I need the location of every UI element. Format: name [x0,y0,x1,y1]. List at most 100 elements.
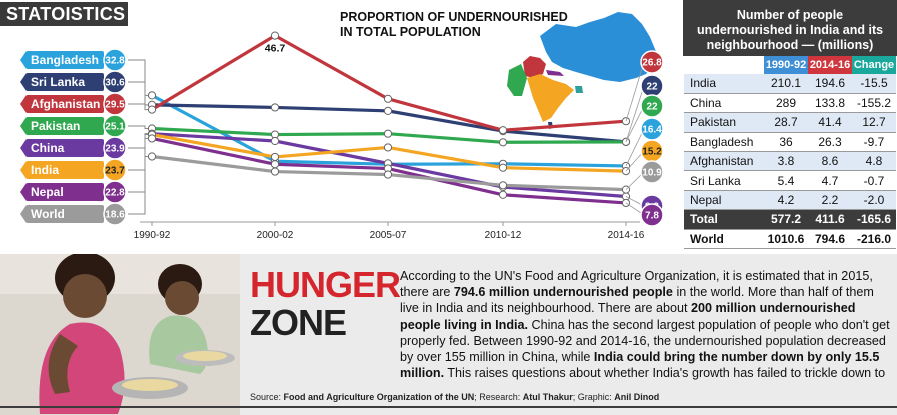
table-cell-name: India [684,74,764,94]
source-credit: Source: Food and Agriculture Organizatio… [250,392,659,402]
data-point [270,160,280,169]
table-row: Nepal 4.2 2.2 -2.0 [684,190,896,211]
start-value-label: 32.8 [105,56,125,67]
data-point [498,181,508,190]
legend-connector [128,155,152,215]
end-value-label: 10.9 [642,168,662,179]
article-text-bold: 200 million undernourished people living… [400,301,856,332]
table-row: Sri Lanka 5.4 4.7 -0.7 [684,170,896,191]
article-text-part: This raises questions about whether Indi… [447,366,886,380]
end-value-label: 15.2 [642,147,662,158]
start-value-label: 23.9 [105,144,125,155]
data-point [383,143,393,152]
chart-title: PROPORTION OF UNDERNOURISHED IN TOTAL PO… [340,10,570,40]
table-cell-name: Pakistan [684,112,764,133]
legend-label: Afghanistan [31,97,100,111]
source-value: Food and Agriculture Organization of the… [283,392,475,402]
table-title: Number of people undernourished in India… [683,0,897,56]
table-grid: 1990-92 2014-16 Change India 210.1 194.6… [684,56,896,250]
table-cell: 28.7 [764,112,808,133]
table-cell: -15.5 [852,74,896,94]
legend-swatch [26,51,104,69]
data-point [498,126,508,135]
table-row: Pakistan 28.7 41.4 12.7 [684,112,896,133]
legend-label: Bangladesh [31,53,99,67]
chart-title-line1: PROPORTION OF UNDERNOURISHED [340,10,568,24]
table-row: India 210.1 194.6 -15.5 [684,74,896,94]
legend-connector [128,81,152,106]
legend-arrow [20,161,26,179]
headline-zone: ZONE [250,302,347,343]
end-connector [625,61,645,122]
table-cell-name: Afghanistan [684,151,764,172]
legend-swatch [26,73,104,91]
table-cell-name: China [684,93,764,114]
data-point [498,190,508,199]
headline-hunger: HUNGER [250,264,401,305]
source-label: Source: [250,392,284,402]
undernourished-table: Number of people undernourished in India… [683,0,897,252]
x-tick-label: 2000-02 [257,230,294,241]
map-graphic [507,12,657,129]
table-cell: 26.3 [808,132,852,153]
legend-label: World [31,207,65,221]
article-text-bold: India could bring the number down by onl… [400,350,880,380]
table-cell: 2.2 [808,190,852,211]
table-cell: 1010.6 [764,229,808,250]
start-value-label: 25.1 [105,122,125,133]
legend-arrow [20,73,26,91]
article-text-part: According to the UN's Food and Agricultu… [400,269,873,300]
table-cell: -9.7 [852,132,896,153]
table-header-blank [684,56,764,74]
legend-swatch [26,117,104,135]
article-text-bold: 794.6 million undernourished people [453,285,673,300]
bottom-rule [0,406,897,408]
end-connector [625,105,645,143]
table-cell: 194.6 [808,74,852,94]
table-cell: -165.6 [852,209,896,230]
legend-arrow [20,183,26,201]
end-value-circle [640,203,664,227]
table-cell: 4.8 [852,151,896,172]
table-cell-name: Nepal [684,190,764,211]
table-cell: 5.4 [764,170,808,191]
x-tick-label: 1990-92 [134,230,171,241]
table-cell: 41.4 [808,112,852,133]
legend-arrow [20,205,26,223]
table-cell-name: Bangladesh [684,132,764,153]
legend-connector [128,137,152,193]
end-value-circle [640,50,664,74]
article-text-part: China has the second largest population … [400,317,890,365]
table-cell: -2.0 [852,190,896,211]
data-point [383,94,393,103]
data-point [270,152,280,162]
article-text: According to the UN's Food and Agricultu… [400,268,892,380]
table-header-col: 2014-16 [808,56,852,74]
children-eating-photo [0,254,240,415]
table-header-row: 1990-92 2014-16 Change [684,56,896,74]
legend-label: Sri Lanka [31,75,85,89]
research-value: Atul Thakur [522,392,573,402]
data-point [147,91,157,100]
start-value-label: 30.6 [105,78,125,89]
table-cell: -0.7 [852,170,896,191]
table-cell: 8.6 [808,151,852,172]
data-point [270,136,280,146]
end-value-label: 16.4 [642,125,662,136]
x-tick-label: 2005-07 [370,230,407,241]
table-cell: 133.8 [808,93,852,114]
legend-connector [128,59,152,96]
table-row: China 289 133.8 -155.2 [684,93,896,114]
table-cell-name: Total [684,209,764,230]
start-value-circle [103,202,127,226]
table-row: Afghanistan 3.8 8.6 4.8 [684,151,896,172]
end-value-label: 7.8 [645,211,659,222]
data-point [147,152,157,161]
data-point [270,31,280,40]
x-tick-label: 2010-12 [485,230,522,241]
end-value-circle [640,160,664,184]
legend-label: Pakistan [31,119,80,133]
table-cell: 4.7 [808,170,852,191]
legend-arrow [20,51,26,69]
table-cell: -155.2 [852,93,896,114]
